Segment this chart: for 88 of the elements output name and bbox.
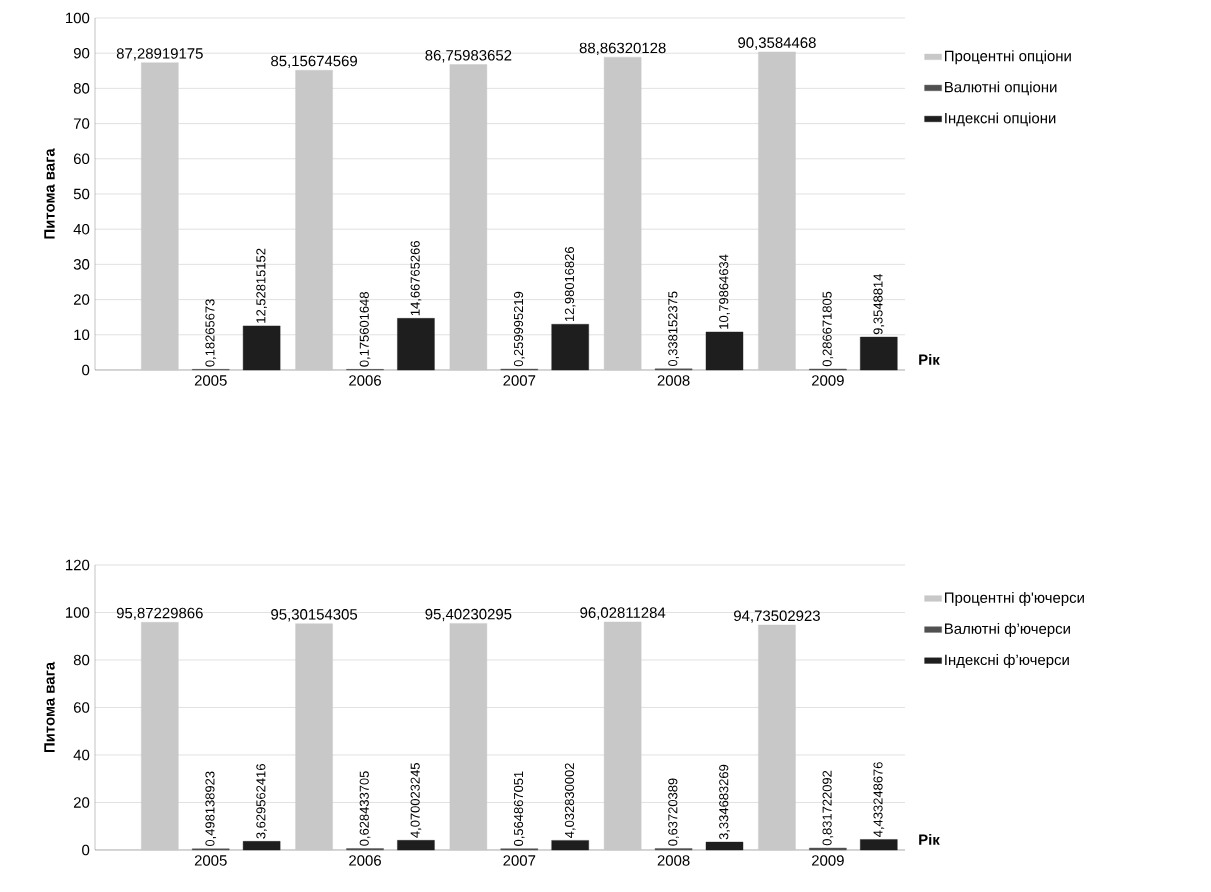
y-tick-label: 60 <box>73 153 90 165</box>
bar <box>295 70 333 371</box>
x-axis-title: Рік <box>919 353 940 365</box>
y-tick-label: 100 <box>66 607 90 618</box>
y-tick-label: 30 <box>73 259 90 270</box>
y-tick-label: 0 <box>82 844 90 856</box>
bar <box>705 841 744 851</box>
x-tick-label: 2008 <box>657 375 690 386</box>
data-label: 0,498138923 <box>205 771 217 847</box>
bar <box>141 622 179 851</box>
data-label: 0,338152375 <box>668 291 679 367</box>
bar <box>860 336 898 371</box>
y-tick-label: 0 <box>82 364 90 376</box>
x-tick-label: 2007 <box>503 375 536 386</box>
y-axis-title: Питома вага <box>44 661 55 753</box>
bar <box>705 331 744 371</box>
bar <box>551 324 589 371</box>
y-tick-label: 20 <box>73 294 90 305</box>
data-label: 85,15674569 <box>271 55 357 69</box>
y-tick-label: 100 <box>66 12 90 24</box>
y-tick-label: 40 <box>73 749 90 761</box>
x-tick-label: 2009 <box>812 855 844 866</box>
x-tick-label: 2006 <box>349 375 381 386</box>
x-tick-label: 2006 <box>349 855 381 866</box>
y-tick-label: 40 <box>73 223 90 235</box>
bar <box>603 56 642 371</box>
data-label: 88,86320128 <box>579 42 666 55</box>
legend-label: Процентні опціони <box>945 50 1071 65</box>
bar <box>758 624 796 851</box>
x-tick-label: 2007 <box>503 855 536 866</box>
bar <box>397 318 435 371</box>
y-tick-label: 80 <box>73 83 90 94</box>
bar <box>603 621 642 851</box>
y-axis-title: Питома вага <box>44 148 55 239</box>
data-label: 87,28919175 <box>116 48 203 61</box>
bar <box>141 62 179 371</box>
data-label: 95,87229866 <box>116 607 203 621</box>
data-label: 0,63720389 <box>668 778 679 846</box>
data-label: 94,73502923 <box>734 610 820 623</box>
bar <box>758 51 796 371</box>
data-label: 0,628433705 <box>359 771 371 846</box>
data-label: 0,259995219 <box>513 291 525 367</box>
data-label: 14,66765266 <box>410 241 422 316</box>
data-label: 0,18265673 <box>205 299 217 367</box>
legend-label: Валютні опціони <box>945 81 1057 96</box>
legend-label: Індексні опціони <box>945 112 1056 127</box>
legend-label: Індексні ф’ючерси <box>945 654 1069 668</box>
y-tick-label: 80 <box>73 654 90 666</box>
data-label: 12,52815152 <box>256 248 267 323</box>
data-label: 95,40230295 <box>425 608 512 622</box>
x-tick-label: 2005 <box>194 375 227 386</box>
y-tick-label: 90 <box>73 47 90 59</box>
bar <box>295 623 333 851</box>
legend-label: Валютні ф’ючерси <box>945 623 1070 637</box>
y-tick-label: 120 <box>66 559 90 571</box>
y-tick-label: 70 <box>73 118 90 129</box>
data-label: 96,02811284 <box>580 607 666 620</box>
data-label: 86,75983652 <box>425 50 512 63</box>
x-tick-label: 2008 <box>657 855 690 866</box>
data-label: 4,070023245 <box>410 763 422 838</box>
y-tick-label: 60 <box>73 702 90 713</box>
data-label: 4,032830002 <box>564 763 576 838</box>
x-tick-label: 2009 <box>812 375 844 386</box>
data-label: 9,3548814 <box>873 274 885 335</box>
x-tick-label: 2005 <box>194 855 227 866</box>
data-label: 0,175601648 <box>359 292 371 367</box>
data-label: 0,564867051 <box>513 771 525 846</box>
bar <box>449 623 488 851</box>
x-axis-title: Рік <box>919 833 940 845</box>
bar <box>397 840 435 851</box>
bar <box>449 64 488 371</box>
data-label: 12,98016826 <box>564 247 576 322</box>
bar <box>242 841 281 851</box>
data-label: 0,286671805 <box>822 291 834 367</box>
bar <box>860 839 898 851</box>
data-label: 3,334683269 <box>719 764 730 840</box>
bar <box>242 325 281 371</box>
y-tick-label: 10 <box>74 329 90 341</box>
y-tick-label: 50 <box>73 188 90 200</box>
data-label: 0,831722092 <box>822 770 834 846</box>
bar <box>551 840 589 851</box>
data-label: 3,629562416 <box>256 764 267 839</box>
y-tick-label: 20 <box>73 797 90 808</box>
data-label: 90,3584468 <box>738 37 816 50</box>
data-label: 10,79864634 <box>719 254 730 329</box>
legend-label: Процентні ф'ючерси <box>945 591 1084 606</box>
data-label: 4,433248676 <box>873 762 885 837</box>
data-label: 95,30154305 <box>271 609 358 622</box>
